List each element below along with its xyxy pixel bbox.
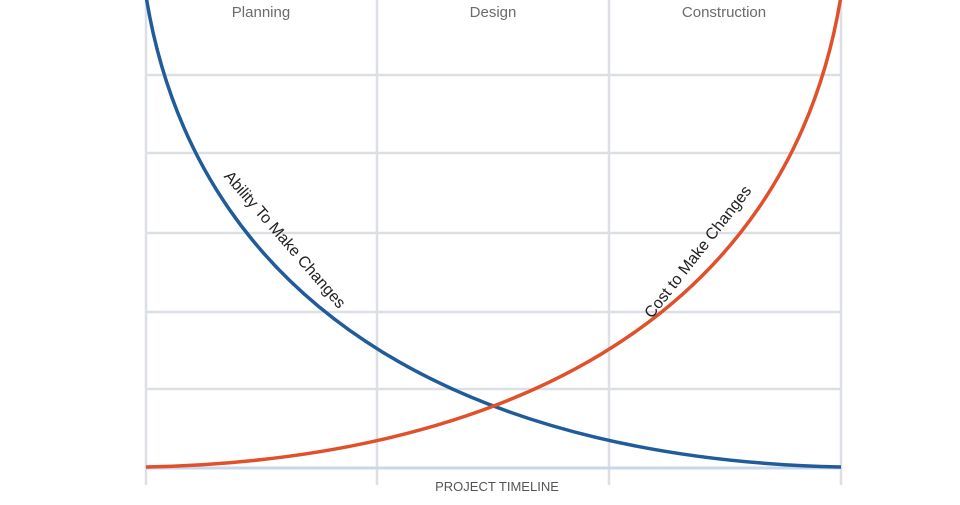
curve-label: Ability To Make Changes <box>220 168 348 312</box>
cost-curve <box>145 0 843 469</box>
grid <box>144 0 843 485</box>
ability-curve <box>144 0 842 469</box>
phase-label: Planning <box>232 4 290 21</box>
phase-label: Design <box>470 4 517 21</box>
curve-label: Cost to Make Changes <box>642 183 756 322</box>
axis-label: PROJECT TIMELINE <box>435 479 559 494</box>
phase-label: Construction <box>682 4 766 21</box>
